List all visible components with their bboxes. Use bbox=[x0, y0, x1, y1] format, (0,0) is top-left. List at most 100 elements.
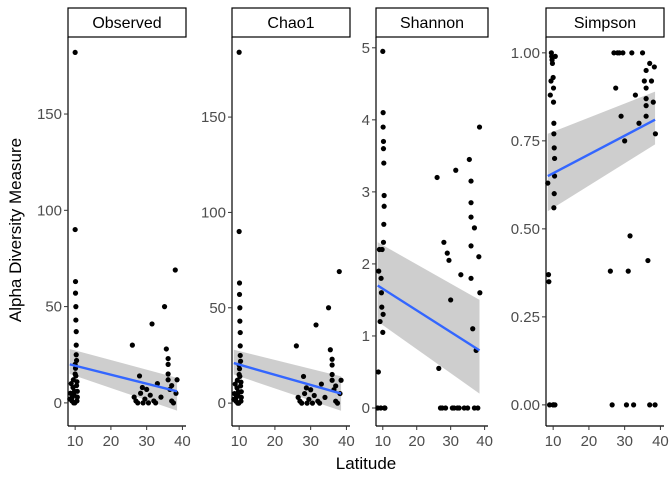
data-point bbox=[322, 394, 328, 400]
data-point bbox=[636, 120, 642, 126]
data-point bbox=[329, 356, 335, 362]
data-point bbox=[237, 383, 244, 389]
data-point bbox=[629, 50, 635, 56]
y-tick-label: 0.00 bbox=[511, 397, 540, 414]
data-point bbox=[477, 290, 483, 296]
y-tick-label: 0.75 bbox=[511, 133, 540, 150]
data-point bbox=[631, 402, 637, 408]
data-point bbox=[329, 362, 335, 368]
data-point bbox=[144, 386, 150, 393]
x-tick-label: 10 bbox=[545, 433, 562, 450]
data-point bbox=[237, 373, 243, 380]
x-tick-label: 30 bbox=[302, 433, 319, 450]
data-point bbox=[611, 50, 617, 56]
data-point bbox=[237, 329, 243, 336]
data-point bbox=[616, 50, 622, 56]
data-point bbox=[73, 304, 79, 310]
x-tick-label: 30 bbox=[138, 433, 155, 450]
data-point bbox=[73, 317, 79, 323]
panel-shannon: Shannon 0 1 2 3 4 5 10 20 30 40 bbox=[362, 7, 493, 450]
data-point bbox=[650, 99, 656, 105]
data-point bbox=[468, 178, 474, 184]
data-point bbox=[448, 297, 454, 303]
data-point bbox=[551, 120, 557, 126]
data-point bbox=[648, 78, 655, 84]
data-point bbox=[378, 290, 385, 296]
data-point bbox=[236, 366, 243, 372]
data-point bbox=[149, 321, 155, 327]
data-point bbox=[238, 379, 244, 385]
y-tick-label: 100 bbox=[37, 202, 62, 219]
data-point bbox=[647, 402, 653, 408]
data-point bbox=[299, 400, 305, 406]
data-point bbox=[73, 329, 79, 335]
data-point bbox=[444, 250, 450, 256]
data-point bbox=[620, 50, 626, 56]
facet-strip bbox=[67, 7, 187, 38]
data-point bbox=[236, 400, 242, 406]
y-tick-label: 150 bbox=[201, 109, 226, 126]
data-point bbox=[74, 394, 80, 400]
data-point bbox=[465, 405, 471, 411]
data-point bbox=[378, 405, 384, 411]
data-point bbox=[643, 103, 649, 109]
data-point bbox=[73, 382, 80, 389]
facet-strip-label: Chao1 bbox=[267, 15, 314, 32]
data-point bbox=[73, 352, 79, 358]
data-point bbox=[618, 113, 624, 119]
data-point bbox=[165, 355, 171, 362]
data-point bbox=[72, 49, 78, 56]
data-point bbox=[550, 85, 557, 91]
data-point bbox=[237, 318, 243, 324]
data-point bbox=[456, 405, 462, 411]
data-point bbox=[237, 305, 243, 311]
data-point bbox=[329, 377, 335, 383]
data-point bbox=[641, 78, 647, 84]
data-point bbox=[551, 191, 557, 197]
data-point bbox=[135, 400, 141, 406]
data-point bbox=[161, 304, 168, 310]
confidence-band bbox=[69, 348, 178, 411]
y-tick-label: 0 bbox=[218, 395, 226, 412]
data-point bbox=[375, 369, 381, 375]
data-point bbox=[158, 394, 164, 400]
x-tick-label: 10 bbox=[231, 433, 248, 450]
data-point bbox=[169, 382, 175, 389]
data-point bbox=[458, 272, 464, 278]
data-point bbox=[549, 60, 556, 67]
data-point bbox=[643, 85, 649, 91]
data-point bbox=[652, 131, 659, 137]
data-point bbox=[468, 200, 474, 206]
data-point bbox=[333, 383, 339, 389]
data-point bbox=[380, 110, 386, 116]
data-point bbox=[293, 343, 299, 349]
data-point bbox=[643, 67, 649, 74]
data-point bbox=[552, 53, 558, 59]
data-point bbox=[378, 275, 384, 281]
x-tick-label: 20 bbox=[581, 433, 598, 450]
data-point bbox=[338, 377, 344, 383]
data-point bbox=[303, 385, 309, 391]
panel-observed: Observed 0 50 100 150 10 20 30 40 bbox=[37, 7, 191, 450]
data-point bbox=[147, 392, 153, 398]
data-point bbox=[237, 343, 243, 349]
data-point bbox=[313, 322, 319, 328]
data-point bbox=[476, 254, 482, 260]
data-point bbox=[238, 389, 244, 395]
x-tick-label: 10 bbox=[67, 433, 84, 450]
data-point bbox=[441, 239, 447, 245]
x-tick-label: 30 bbox=[616, 433, 633, 450]
data-point bbox=[622, 138, 628, 144]
data-point bbox=[551, 155, 558, 162]
data-point bbox=[73, 342, 79, 348]
data-point bbox=[308, 387, 314, 393]
confidence-band bbox=[547, 91, 656, 212]
data-point bbox=[236, 228, 242, 235]
x-tick-label: 10 bbox=[374, 433, 391, 450]
x-tick-label: 20 bbox=[408, 433, 425, 450]
x-tick-label: 20 bbox=[267, 433, 284, 450]
data-point bbox=[442, 405, 449, 411]
y-tick-label: 0 bbox=[362, 400, 370, 417]
facet-strip bbox=[231, 7, 351, 38]
